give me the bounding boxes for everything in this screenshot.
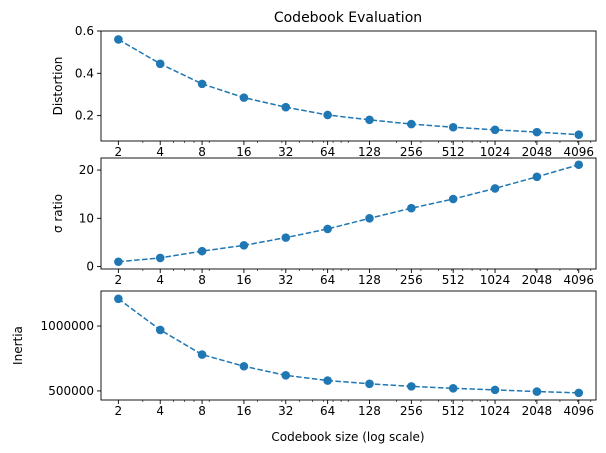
data-point [114,294,123,304]
x-tick-label: 256 [400,404,423,418]
data-point [365,214,374,223]
data-point [281,102,291,112]
data-point [365,379,374,389]
y-tick-label: 10 [79,211,94,225]
x-tick-label: 2048 [522,273,553,287]
x-tick-label: 256 [400,145,423,159]
x-tick-label: 1024 [480,273,511,287]
y-tick-label: 500000 [48,384,94,398]
data-point [281,371,291,380]
data-point [574,160,584,170]
data-point [155,325,165,335]
data-point [365,115,374,125]
data-point [532,127,542,137]
x-tick-label: 2048 [522,145,553,159]
x-tick-label: 4 [156,273,164,287]
x-tick-label: 2 [115,273,123,287]
x-tick-label: 1024 [480,404,511,418]
data-point [239,361,249,371]
figure-title: Codebook Evaluation [274,10,422,26]
series-line [117,298,579,394]
data-point [532,387,542,396]
x-axis-label: Codebook size (log scale) [271,430,424,444]
x-tick-label: 128 [358,145,381,159]
x-tick-label: 512 [442,404,465,418]
data-point [281,233,291,242]
data-point [323,110,332,120]
data-point [490,125,500,135]
data-point [448,384,458,393]
x-tick-label: 2048 [522,404,553,418]
data-point [114,257,123,267]
x-tick-label: 16 [236,273,251,287]
series-line [118,164,579,263]
y-tick-label: 20 [79,163,94,177]
panel-1: 2 4 8 16 32 64 128 256 512 1024 2048 4096 0.2 0.4 0.6 D… [51,24,597,159]
x-tick-label: 256 [400,273,423,287]
panel-2: 2 4 8 16 32 64 128 256 512 1024 2048 4096 0 10 20 σ rat… [51,157,597,287]
x-tick-label: 512 [442,273,465,287]
x-tick-label: 4096 [563,273,594,287]
x-tick-label: 32 [278,404,293,418]
y-tick-label: 0.2 [75,109,94,123]
data-point [197,79,207,89]
x-tick-label: 8 [198,404,206,418]
data-point [114,35,123,44]
data-point [574,388,584,398]
panel-3: 2 4 8 16 32 64 128 256 512 1024 2048 4096 500000 1000… [11,290,597,418]
data-point [407,382,416,391]
x-tick-label: 64 [320,145,335,159]
data-point [155,59,165,69]
data-point [448,122,458,132]
chart-panels: 2 4 8 16 32 64 128 256 512 1024 2048 40960.20.40.6D… [11,24,597,418]
x-tick-label: 32 [278,273,293,287]
data-point [239,93,249,102]
data-point [407,203,416,213]
data-point [323,224,332,234]
series-line [117,38,579,136]
data-point [323,376,332,385]
y-tick-label: 0 [86,260,94,274]
data-point [197,246,207,256]
x-tick-label: 2 [115,145,123,159]
x-tick-label: 16 [236,404,251,418]
data-point [197,350,207,359]
data-point [448,194,458,204]
data-point [490,184,500,193]
x-tick-label: 64 [320,404,335,418]
y-axis-label: Inertia [11,326,25,365]
x-tick-label: 1024 [480,145,511,159]
y-axis-label: Distortion [51,57,65,116]
x-tick-label: 4096 [563,404,594,418]
data-point [490,385,500,395]
data-point [407,119,416,129]
x-tick-label: 8 [198,273,206,287]
data-point [155,253,165,263]
data-point [574,130,584,139]
x-tick-label: 8 [198,145,206,159]
y-tick-label: 0.4 [75,66,94,80]
x-tick-label: 4 [156,145,164,159]
x-tick-label: 4096 [563,145,594,159]
x-tick-label: 16 [236,145,251,159]
x-tick-label: 128 [358,404,381,418]
x-tick-label: 64 [320,273,335,287]
x-tick-label: 128 [358,273,381,287]
data-point [532,172,542,182]
x-tick-label: 2 [115,404,123,418]
y-tick-label: 1000000 [41,319,94,333]
x-tick-label: 512 [442,145,465,159]
y-axis-label: σ ratio [51,194,65,233]
x-tick-label: 32 [278,145,293,159]
y-tick-label: 0.6 [75,24,94,38]
data-point [239,241,249,250]
x-tick-label: 4 [156,404,164,418]
